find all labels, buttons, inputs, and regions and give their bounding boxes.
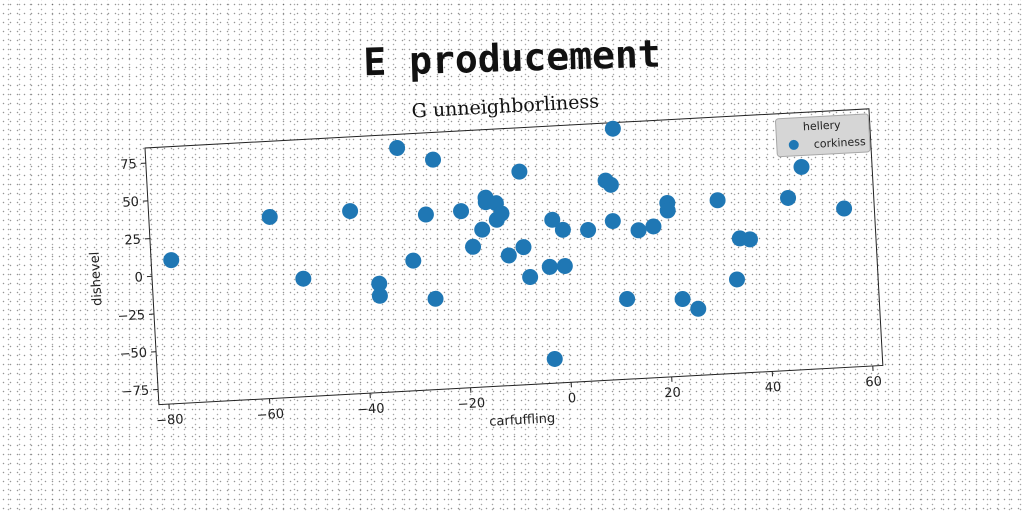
data-point xyxy=(515,239,532,256)
plot-frame xyxy=(144,108,884,406)
data-point xyxy=(729,271,746,288)
data-point xyxy=(741,231,758,248)
data-point xyxy=(295,270,312,287)
legend-label-corkiness: corkiness xyxy=(813,135,866,151)
data-point xyxy=(674,291,691,308)
y-tick-label: −50 xyxy=(119,346,147,362)
data-point xyxy=(619,291,636,308)
x-tick-label: −80 xyxy=(156,412,184,428)
x-tick-label: −60 xyxy=(256,407,284,423)
y-tick-label: 50 xyxy=(122,195,139,211)
x-tick-label: 60 xyxy=(865,375,882,391)
data-point xyxy=(342,203,359,220)
x-tick-label: 40 xyxy=(764,380,781,396)
data-point xyxy=(546,350,563,367)
y-axis: −75 −50 −25 0 25 50 75 xyxy=(117,157,159,400)
scatter-points xyxy=(163,120,853,367)
x-axis: −80 −60 −40 −20 0 20 40 60 xyxy=(156,365,882,429)
data-point xyxy=(389,139,406,156)
data-point xyxy=(541,258,558,275)
data-point xyxy=(493,205,510,222)
data-point xyxy=(465,238,482,255)
data-point xyxy=(630,222,647,239)
y-axis-label: dishevel xyxy=(88,251,106,306)
legend: hellery corkiness xyxy=(775,113,871,158)
data-point xyxy=(645,218,662,235)
data-point xyxy=(556,258,573,275)
data-point xyxy=(453,203,470,220)
data-point xyxy=(261,208,278,225)
data-point xyxy=(474,221,491,238)
x-tick-label: 0 xyxy=(567,391,576,406)
x-tick-label: −20 xyxy=(457,396,485,412)
y-tick-label: −75 xyxy=(121,384,149,400)
data-point xyxy=(580,221,597,238)
data-point xyxy=(511,163,528,180)
data-point xyxy=(836,200,853,217)
data-point xyxy=(500,247,517,264)
chart-title: G unneighborliness xyxy=(411,90,599,122)
data-point xyxy=(709,192,726,209)
data-point xyxy=(793,158,810,175)
plot-area: G unneighborliness −80 −60 −40 −20 0 20 40 60 −… xyxy=(88,90,884,430)
y-tick-label: −25 xyxy=(117,308,145,324)
data-point xyxy=(690,300,707,317)
data-point xyxy=(163,252,180,269)
data-point xyxy=(554,221,571,238)
y-tick-label: 75 xyxy=(120,157,137,173)
data-point xyxy=(602,176,619,193)
data-point xyxy=(427,290,444,307)
legend-title: hellery xyxy=(803,118,842,133)
data-point xyxy=(425,151,442,168)
data-point xyxy=(604,213,621,230)
data-point xyxy=(522,269,539,286)
legend-marker-corkiness xyxy=(788,139,799,150)
data-point xyxy=(604,120,621,137)
x-axis-label: carfuffling xyxy=(489,411,556,430)
y-tick-label: 25 xyxy=(124,233,141,249)
legend-box xyxy=(775,113,871,158)
data-point xyxy=(780,189,797,206)
data-point xyxy=(371,275,388,292)
data-point xyxy=(417,206,434,223)
y-tick-label: 0 xyxy=(134,270,143,285)
data-point xyxy=(405,252,422,269)
data-point xyxy=(544,211,561,228)
x-tick-label: 20 xyxy=(664,385,681,401)
x-tick-label: −40 xyxy=(357,401,385,417)
data-point xyxy=(659,202,676,219)
data-point xyxy=(371,287,388,304)
